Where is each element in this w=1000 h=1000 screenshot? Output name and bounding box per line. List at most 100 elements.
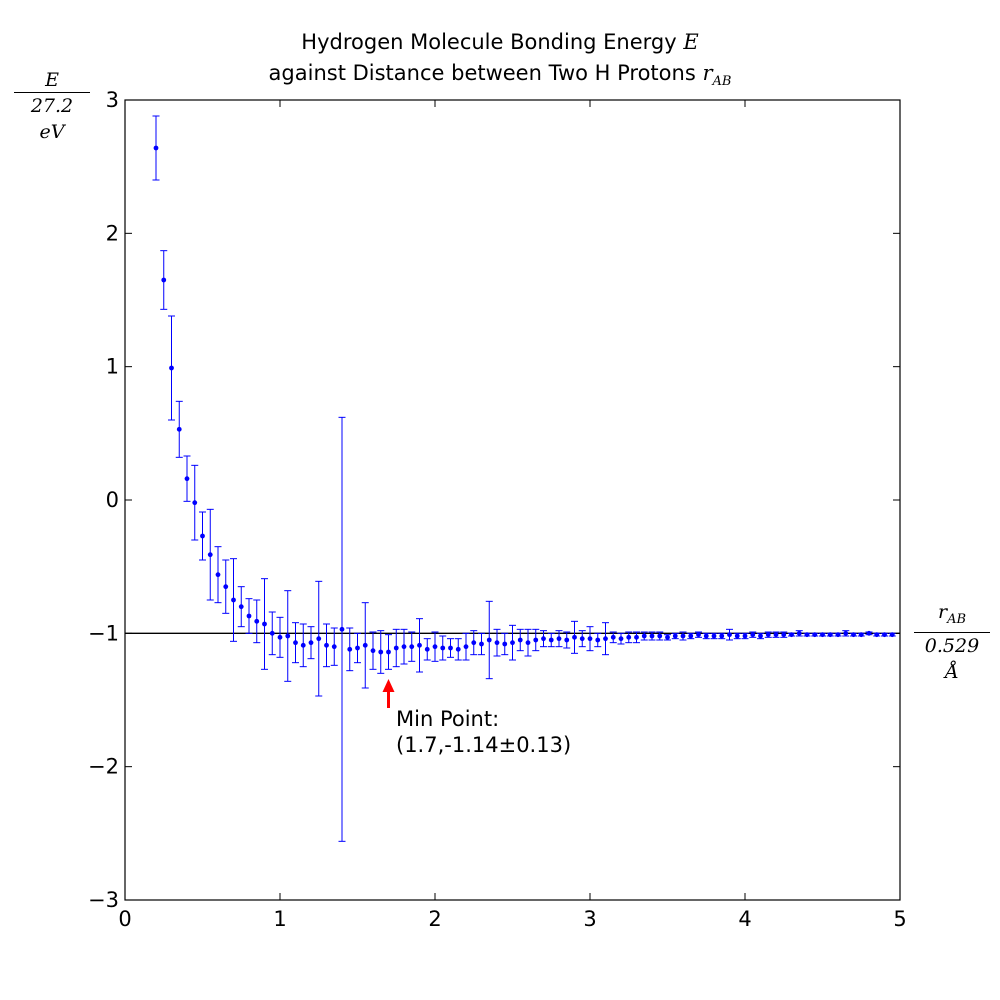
data-point (355, 645, 360, 651)
data-point (308, 640, 314, 646)
data-point (362, 642, 368, 648)
data-point (510, 640, 515, 646)
data-points (153, 145, 895, 655)
x-tick-label: 1 (273, 907, 286, 931)
y-tick-label: 3 (106, 88, 119, 112)
data-point (215, 572, 221, 578)
x-tick-label: 3 (583, 907, 596, 931)
y-axis-label: E 27.2 eV (14, 68, 90, 145)
x-tick-label: 2 (428, 907, 441, 931)
y-tick-label: −2 (88, 755, 119, 779)
data-point (517, 637, 523, 643)
data-point (579, 636, 585, 642)
data-point (161, 277, 167, 283)
data-point (370, 648, 376, 654)
data-point (812, 632, 818, 638)
arrow-head (382, 679, 395, 692)
data-point (300, 642, 306, 648)
data-point (727, 632, 732, 638)
x-axis-label-denominator: 0.529 Å (914, 631, 990, 685)
data-point (827, 632, 833, 638)
data-point (231, 597, 236, 603)
data-point (386, 649, 391, 655)
chart-title-symbol-2: r (702, 61, 713, 85)
data-point (223, 584, 229, 590)
data-point (665, 634, 670, 640)
y-tick-label: 1 (106, 355, 119, 379)
data-point (409, 644, 415, 650)
data-point (820, 632, 825, 638)
data-point (269, 630, 275, 636)
data-point (657, 633, 663, 639)
data-point (285, 633, 291, 639)
data-point (541, 636, 546, 642)
data-point (773, 632, 779, 638)
y-tick-label: −3 (88, 888, 119, 912)
chart-title-subscript-2: AB (712, 74, 732, 90)
data-point (835, 632, 841, 638)
data-point (238, 604, 244, 610)
chart-title-line-2: against Distance between Two H Protons r… (0, 61, 1000, 89)
data-point (347, 646, 353, 652)
y-axis-label-numerator: E (45, 69, 59, 91)
data-point (572, 634, 577, 640)
data-point (262, 621, 267, 627)
data-point (192, 500, 198, 506)
data-point (486, 637, 492, 643)
data-point (424, 646, 430, 652)
data-point (378, 649, 384, 655)
data-point (254, 618, 260, 624)
data-point (711, 633, 717, 639)
data-point (595, 637, 601, 643)
data-point (858, 632, 864, 638)
data-point (796, 630, 802, 636)
x-tick-label: 4 (738, 907, 751, 931)
data-point (463, 644, 469, 650)
data-point (246, 613, 252, 619)
data-point (207, 552, 213, 558)
data-point (734, 633, 740, 639)
data-point (866, 630, 872, 636)
annotation-line-2: (1.7,-1.14±0.13) (396, 733, 572, 757)
data-point (719, 633, 725, 639)
data-point (672, 633, 678, 639)
data-point (742, 633, 748, 639)
data-point (781, 632, 787, 638)
data-point (393, 645, 399, 651)
data-point (874, 632, 880, 638)
data-point (680, 633, 686, 639)
data-point (277, 634, 283, 640)
data-point (548, 637, 554, 643)
annotation-line-1: Min Point: (396, 707, 500, 731)
y-tick-label: 0 (106, 488, 119, 512)
data-point (688, 633, 694, 639)
data-point (556, 636, 562, 642)
data-point (316, 636, 322, 642)
data-point (153, 145, 159, 151)
data-point (564, 637, 570, 643)
data-point (331, 644, 337, 650)
data-point (176, 426, 182, 432)
min-point-annotation: Min Point: (1.7,-1.14±0.13) (396, 706, 571, 758)
data-point (618, 636, 624, 642)
x-axis-label-numerator: rAB (914, 600, 990, 632)
x-axis-label-subscript: AB (947, 611, 967, 627)
x-tick-label: 0 (118, 907, 131, 931)
data-point (440, 645, 446, 651)
y-tick-label: −1 (88, 621, 119, 645)
data-point (882, 632, 887, 638)
chart-title-symbol-1: E (683, 30, 699, 54)
data-point (634, 634, 639, 640)
min-point-arrow (382, 679, 395, 708)
data-point (843, 630, 849, 636)
x-axis-label: rAB 0.529 Å (914, 600, 990, 685)
data-point (804, 632, 810, 638)
data-point (587, 636, 593, 642)
x-axis-label-symbol: r (937, 601, 948, 623)
data-point (696, 632, 701, 638)
axis-ticks: 0 1 2 3 4 5 3 2 1 0 −1 −2 −3 (88, 88, 907, 931)
data-point (626, 634, 632, 640)
data-point (432, 644, 438, 650)
data-point (610, 634, 616, 640)
data-point (184, 476, 190, 482)
